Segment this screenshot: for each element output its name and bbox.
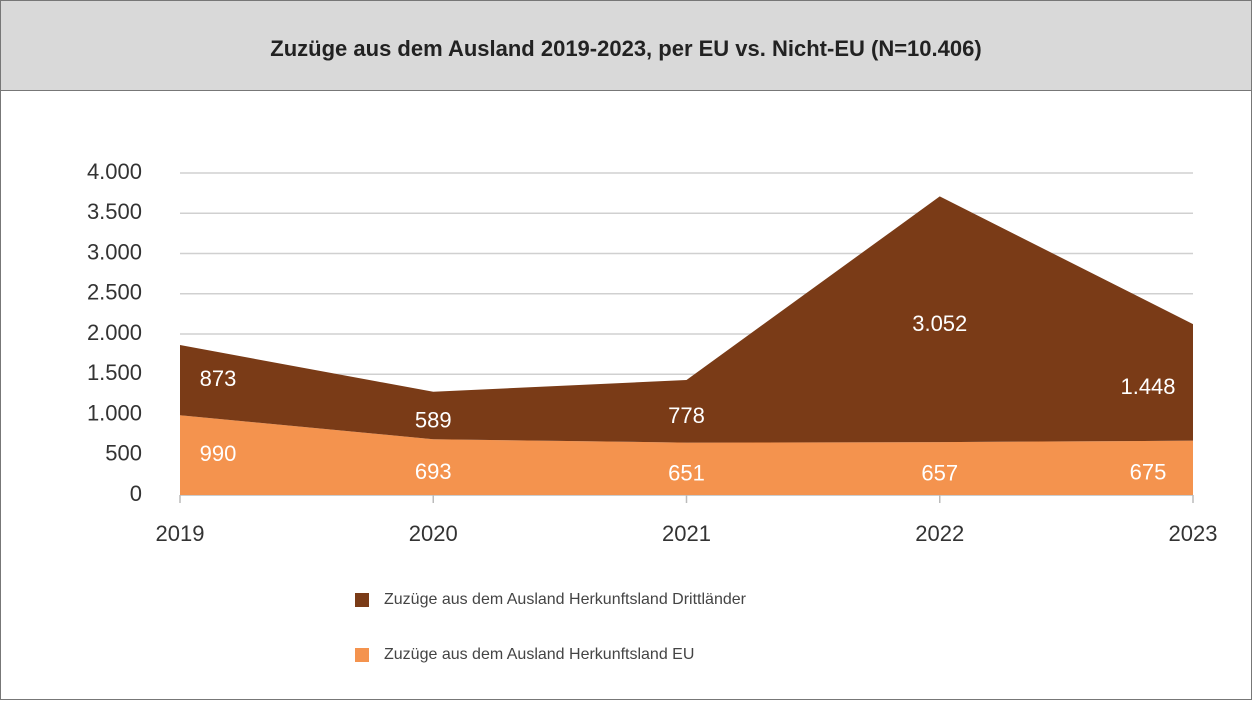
y-tick-label: 1.500 [87,360,142,385]
x-tick-label: 2020 [409,521,458,546]
data-label: 675 [1130,460,1167,485]
chart-title: Zuzüge aus dem Ausland 2019-2023, per EU… [270,36,981,61]
x-tick-label: 2022 [915,521,964,546]
data-label: 990 [200,441,237,466]
data-label: 651 [668,461,705,486]
data-label: 873 [200,366,237,391]
data-label: 657 [921,460,958,485]
y-tick-label: 2.000 [87,320,142,345]
y-tick-label: 500 [105,441,142,466]
y-tick-label: 2.500 [87,280,142,305]
header [0,0,1252,91]
data-label: 589 [415,407,452,432]
y-tick-label: 3.500 [87,199,142,224]
area [180,415,1193,495]
data-label: 3.052 [912,311,967,336]
legend-swatch [355,593,369,607]
x-tick-label: 2019 [156,521,205,546]
y-tick-label: 4.000 [87,159,142,184]
data-label: 1.448 [1120,374,1175,399]
y-tick-label: 0 [130,481,142,506]
legend-swatch [355,648,369,662]
x-tick-label: 2021 [662,521,711,546]
data-label: 693 [415,459,452,484]
y-tick-label: 3.000 [87,239,142,264]
x-tick-label: 2023 [1169,521,1218,546]
y-tick-label: 1.000 [87,400,142,425]
data-label: 778 [668,403,705,428]
area [180,196,1193,443]
legend-label: Zuzüge aus dem Ausland Herkunftsland EU [384,646,694,663]
legend-label: Zuzüge aus dem Ausland Herkunftsland Dri… [384,591,747,608]
